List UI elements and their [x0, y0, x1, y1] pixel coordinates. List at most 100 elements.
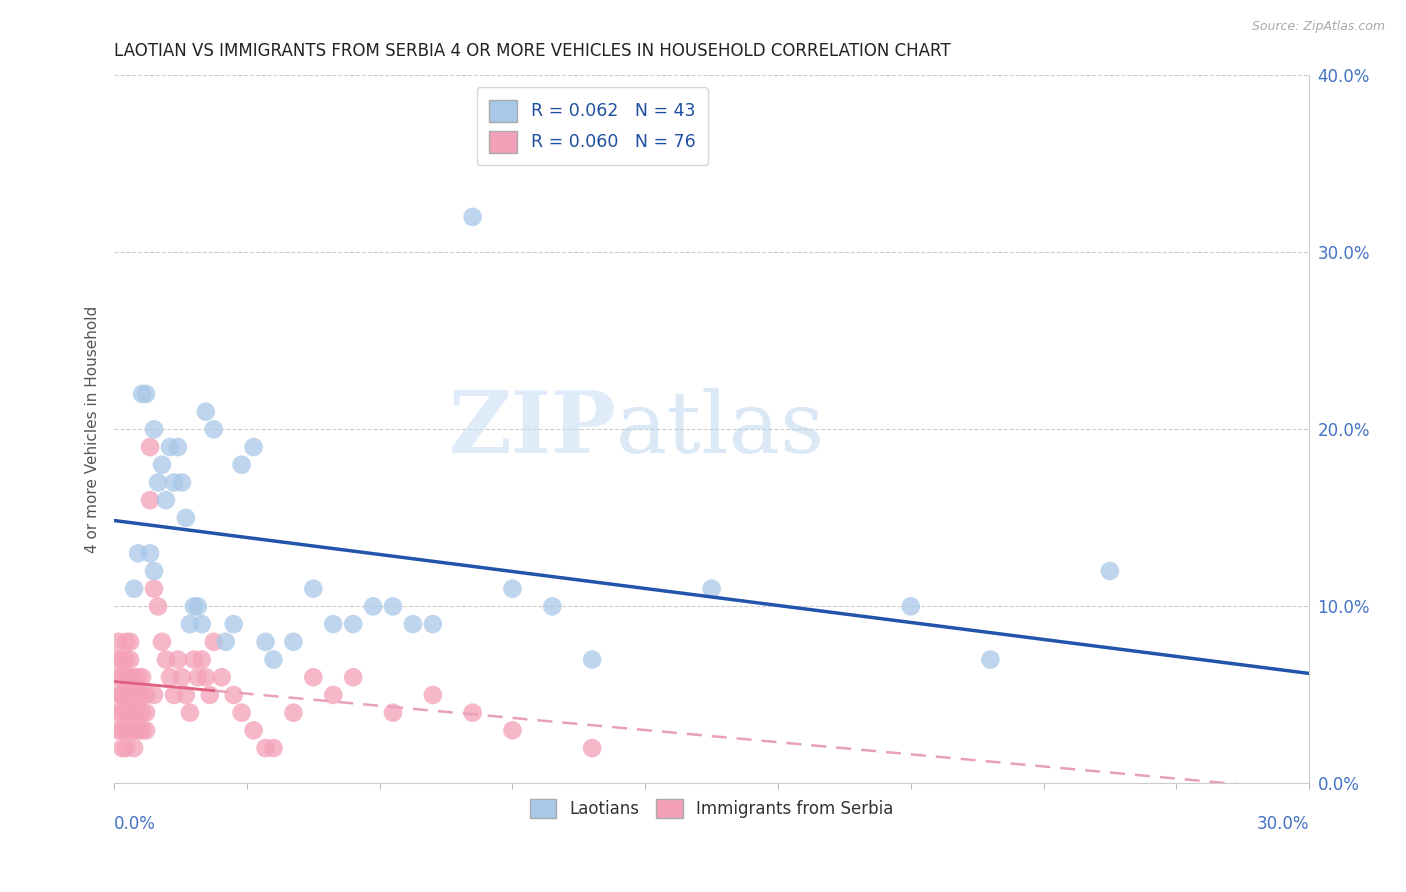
Point: [581, 741, 603, 756]
Point: [174, 688, 197, 702]
Point: [322, 688, 344, 702]
Point: [1098, 564, 1121, 578]
Point: [159, 440, 181, 454]
Point: [115, 652, 138, 666]
Point: [361, 599, 384, 614]
Point: [231, 706, 253, 720]
Point: [139, 440, 162, 454]
Point: [211, 670, 233, 684]
Point: [422, 617, 444, 632]
Point: [198, 688, 221, 702]
Point: [135, 387, 157, 401]
Point: [501, 582, 523, 596]
Text: Source: ZipAtlas.com: Source: ZipAtlas.com: [1251, 20, 1385, 33]
Point: [155, 493, 177, 508]
Point: [111, 688, 134, 702]
Point: [174, 511, 197, 525]
Point: [159, 670, 181, 684]
Point: [135, 723, 157, 738]
Point: [155, 652, 177, 666]
Point: [179, 617, 201, 632]
Point: [127, 723, 149, 738]
Point: [242, 723, 264, 738]
Point: [167, 652, 190, 666]
Point: [231, 458, 253, 472]
Point: [461, 706, 484, 720]
Point: [131, 387, 153, 401]
Point: [120, 670, 142, 684]
Point: [111, 706, 134, 720]
Point: [111, 741, 134, 756]
Point: [322, 617, 344, 632]
Point: [183, 652, 205, 666]
Point: [143, 564, 166, 578]
Point: [215, 635, 238, 649]
Point: [107, 670, 129, 684]
Point: [194, 404, 217, 418]
Point: [187, 599, 209, 614]
Point: [127, 688, 149, 702]
Point: [143, 582, 166, 596]
Point: [135, 706, 157, 720]
Point: [342, 670, 364, 684]
Point: [111, 688, 134, 702]
Point: [143, 422, 166, 436]
Point: [139, 546, 162, 560]
Point: [131, 670, 153, 684]
Text: 0.0%: 0.0%: [114, 815, 156, 833]
Point: [581, 652, 603, 666]
Point: [107, 688, 129, 702]
Point: [122, 582, 145, 596]
Point: [183, 599, 205, 614]
Point: [135, 688, 157, 702]
Point: [122, 670, 145, 684]
Point: [127, 546, 149, 560]
Legend: Laotians, Immigrants from Serbia: Laotians, Immigrants from Serbia: [523, 792, 900, 825]
Point: [461, 210, 484, 224]
Point: [115, 723, 138, 738]
Point: [120, 706, 142, 720]
Point: [501, 723, 523, 738]
Point: [900, 599, 922, 614]
Point: [222, 617, 245, 632]
Point: [127, 706, 149, 720]
Point: [111, 652, 134, 666]
Point: [263, 741, 285, 756]
Point: [167, 440, 190, 454]
Y-axis label: 4 or more Vehicles in Household: 4 or more Vehicles in Household: [86, 306, 100, 553]
Point: [107, 635, 129, 649]
Point: [222, 688, 245, 702]
Point: [191, 652, 214, 666]
Point: [179, 706, 201, 720]
Point: [263, 652, 285, 666]
Point: [122, 688, 145, 702]
Point: [122, 723, 145, 738]
Point: [111, 723, 134, 738]
Point: [143, 688, 166, 702]
Point: [194, 670, 217, 684]
Point: [242, 440, 264, 454]
Point: [115, 670, 138, 684]
Point: [170, 475, 193, 490]
Point: [107, 652, 129, 666]
Point: [202, 422, 225, 436]
Point: [139, 493, 162, 508]
Point: [283, 635, 305, 649]
Point: [150, 635, 173, 649]
Point: [382, 706, 405, 720]
Point: [979, 652, 1001, 666]
Text: LAOTIAN VS IMMIGRANTS FROM SERBIA 4 OR MORE VEHICLES IN HOUSEHOLD CORRELATION CH: LAOTIAN VS IMMIGRANTS FROM SERBIA 4 OR M…: [114, 42, 950, 60]
Point: [163, 688, 186, 702]
Point: [191, 617, 214, 632]
Point: [342, 617, 364, 632]
Point: [150, 458, 173, 472]
Point: [302, 670, 325, 684]
Point: [131, 723, 153, 738]
Point: [115, 688, 138, 702]
Point: [120, 652, 142, 666]
Point: [120, 723, 142, 738]
Text: atlas: atlas: [616, 388, 825, 471]
Point: [302, 582, 325, 596]
Point: [170, 670, 193, 684]
Point: [254, 741, 277, 756]
